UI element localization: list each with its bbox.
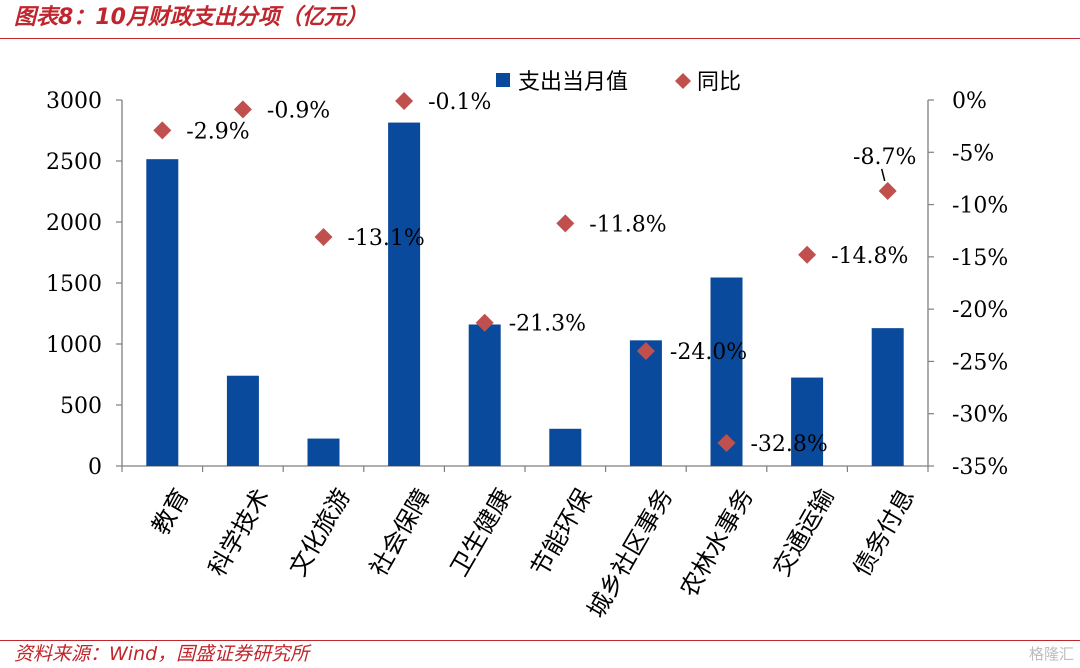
left-tick-label: 2000 [46, 211, 102, 236]
left-tick-label: 2500 [46, 150, 102, 175]
data-label-leader [880, 168, 886, 182]
bar [226, 375, 259, 466]
bar-series [146, 122, 904, 467]
bar [791, 377, 824, 466]
chart-axes: 0 500 1000 1500 2000 2500 3000 0% -5% -10% -15% -20… [46, 89, 1008, 480]
yoy-point [395, 92, 414, 111]
yoy-point [153, 121, 172, 140]
data-label: -24.0% [670, 340, 747, 365]
data-label: -11.8% [589, 212, 666, 237]
category-label: 交通运输 [767, 484, 839, 581]
data-label: -8.7% [853, 145, 916, 170]
left-tick-label: 3000 [46, 89, 102, 114]
category-label: 农林水事务 [675, 484, 759, 602]
data-label: -32.8% [751, 432, 828, 457]
category-label: 节能环保 [525, 484, 597, 581]
left-tick-label: 0 [88, 455, 102, 480]
category-label: 城乡社区事务 [582, 484, 678, 623]
data-labels: -2.9% -0.9% -13.1% -0.1% -21.3% -11.8% -24.0% -… [186, 90, 916, 457]
right-tick-label: -35% [952, 455, 1008, 480]
data-label: -14.8% [831, 244, 908, 269]
chart-canvas: 0 500 1000 1500 2000 2500 3000 0% -5% -10% -15% -20… [46, 70, 1008, 623]
legend-label: 同比 [697, 70, 741, 95]
data-label: -21.3% [509, 312, 586, 337]
category-label: 债务付息 [848, 484, 920, 581]
yoy-point [314, 227, 333, 246]
right-tick-label: -25% [952, 350, 1008, 375]
bar [629, 340, 662, 466]
chart-title: 图表8：10月财政支出分项（亿元） [14, 5, 368, 30]
left-tick-label: 1000 [46, 333, 102, 358]
data-label: -2.9% [186, 119, 249, 144]
yoy-series [153, 92, 897, 452]
bar [388, 122, 421, 466]
data-label: -13.1% [348, 226, 425, 251]
yoy-point [233, 100, 252, 119]
right-tick-label: -5% [952, 141, 994, 166]
title-divider [0, 38, 1080, 39]
right-tick-label: -30% [952, 403, 1008, 428]
bar [307, 438, 340, 466]
yoy-point [878, 181, 897, 200]
yoy-point [556, 214, 575, 233]
right-tick-label: -15% [952, 246, 1008, 271]
bar [146, 159, 179, 467]
data-label: -0.1% [428, 90, 491, 115]
bar [549, 428, 582, 466]
category-label: 卫生健康 [445, 484, 517, 581]
left-tick-label: 1500 [46, 272, 102, 297]
bar [468, 324, 501, 466]
legend: 支出当月值 同比 [496, 70, 741, 95]
yoy-point [798, 245, 817, 264]
category-label: 科学技术 [203, 484, 275, 581]
legend-label: 支出当月值 [518, 70, 628, 95]
yoy-point [636, 341, 655, 360]
legend-swatch-bar [496, 73, 510, 87]
left-tick-label: 500 [60, 394, 102, 419]
category-label: 文化旅游 [284, 484, 356, 581]
category-label: 社会保障 [364, 484, 436, 581]
footer-divider [0, 640, 1080, 641]
category-label: 教育 [146, 484, 194, 540]
right-tick-label: -10% [952, 194, 1008, 219]
yoy-point [475, 313, 494, 332]
legend-swatch-point [675, 73, 691, 89]
yoy-point [717, 433, 736, 452]
right-tick-label: 0% [952, 89, 987, 114]
right-tick-label: -20% [952, 298, 1008, 323]
data-label: -0.9% [267, 98, 330, 123]
watermark: 格隆汇 [1028, 645, 1074, 663]
bar [871, 328, 904, 466]
source-note: 资料来源：Wind，国盛证券研究所 [14, 643, 310, 665]
